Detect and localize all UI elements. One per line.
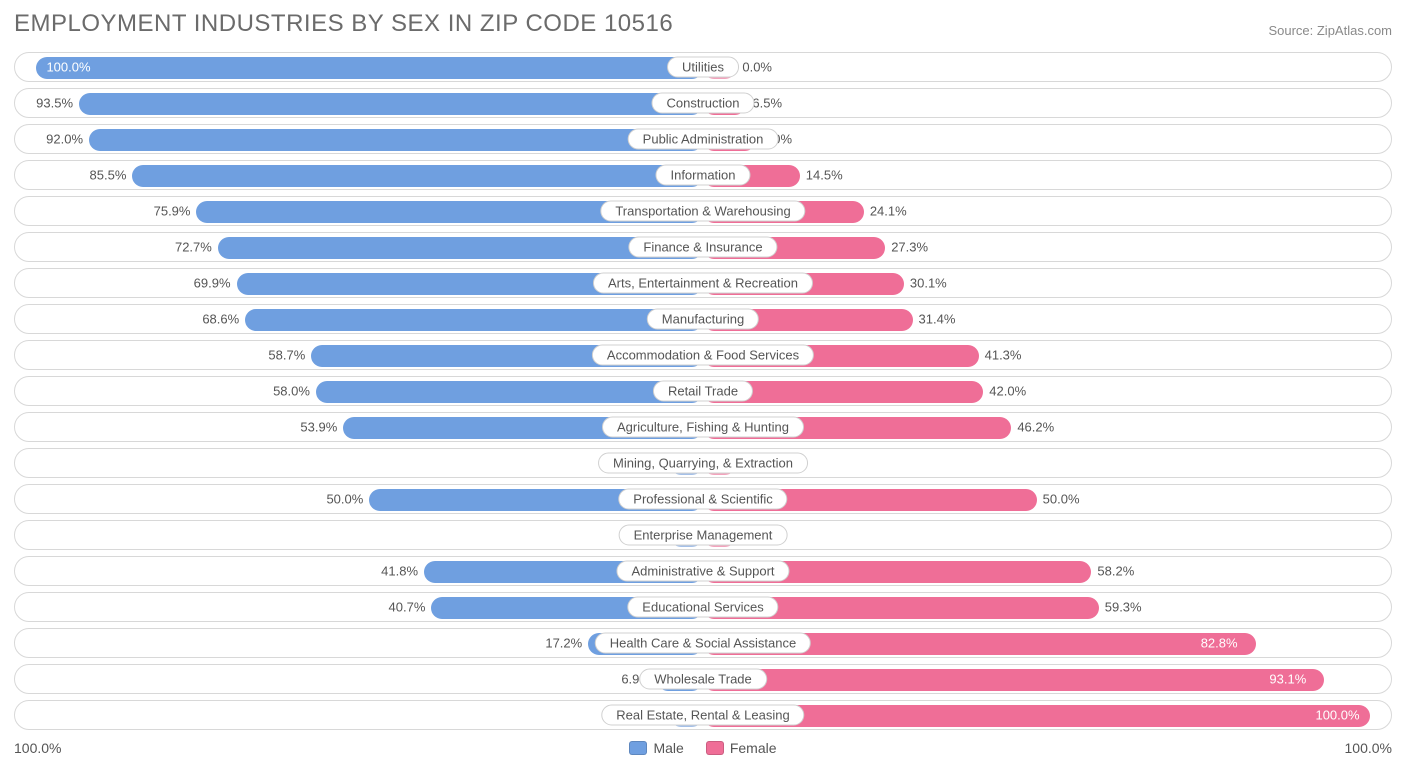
- chart-row: 92.0%8.0%Public Administration: [14, 124, 1392, 154]
- male-bar: [79, 93, 703, 115]
- chart-row: 72.7% 27.3% Finance & Insurance: [14, 232, 1392, 262]
- category-label: Information: [655, 165, 750, 186]
- female-pct: 41.3%: [985, 348, 1022, 363]
- category-label: Enterprise Management: [619, 525, 788, 546]
- male-pct: 41.8%: [381, 564, 418, 579]
- category-label: Administrative & Support: [616, 561, 789, 582]
- category-label: Health Care & Social Assistance: [595, 633, 811, 654]
- female-pct: 50.0%: [1043, 492, 1080, 507]
- female-pct: 100.0%: [1315, 708, 1359, 723]
- female-pct: 30.1%: [910, 276, 947, 291]
- category-label: Public Administration: [628, 129, 779, 150]
- female-pct: 82.8%: [1201, 636, 1238, 651]
- male-pct: 100.0%: [46, 60, 90, 75]
- category-label: Transportation & Warehousing: [600, 201, 805, 222]
- category-label: Manufacturing: [647, 309, 759, 330]
- chart-row: 58.0% 42.0% Retail Trade: [14, 376, 1392, 406]
- legend-male: Male: [629, 740, 683, 756]
- axis-right-label: 100.0%: [1345, 740, 1392, 756]
- chart-row: 0.0%100.0%Real Estate, Rental & Leasing: [14, 700, 1392, 730]
- male-bar: [132, 165, 703, 187]
- chart-row: 58.7% 41.3% Accommodation & Food Services: [14, 340, 1392, 370]
- category-label: Educational Services: [627, 597, 778, 618]
- female-bar: [703, 669, 1324, 691]
- chart-row: 0.0%0.0%Enterprise Management: [14, 520, 1392, 550]
- chart-row: 75.9% 24.1% Transportation & Warehousing: [14, 196, 1392, 226]
- chart-row: 93.5% 6.5%Construction: [14, 88, 1392, 118]
- chart-row: 0.0%0.0%Mining, Quarrying, & Extraction: [14, 448, 1392, 478]
- male-pct: 53.9%: [300, 420, 337, 435]
- female-pct: 6.5%: [752, 96, 782, 111]
- male-pct: 50.0%: [326, 492, 363, 507]
- male-pct: 75.9%: [154, 204, 191, 219]
- male-bar: [36, 57, 703, 79]
- female-pct: 42.0%: [989, 384, 1026, 399]
- male-pct: 58.7%: [268, 348, 305, 363]
- male-pct: 85.5%: [90, 168, 127, 183]
- female-pct: 59.3%: [1105, 600, 1142, 615]
- male-bar: [89, 129, 703, 151]
- category-label: Arts, Entertainment & Recreation: [593, 273, 813, 294]
- female-pct: 31.4%: [919, 312, 956, 327]
- chart-title: EMPLOYMENT INDUSTRIES BY SEX IN ZIP CODE…: [14, 10, 673, 38]
- female-swatch-icon: [706, 741, 724, 755]
- male-pct: 72.7%: [175, 240, 212, 255]
- female-pct: 27.3%: [891, 240, 928, 255]
- female-pct: 46.2%: [1017, 420, 1054, 435]
- female-pct: 24.1%: [870, 204, 907, 219]
- male-bar: [316, 381, 703, 403]
- chart-row: 40.7% 59.3% Educational Services: [14, 592, 1392, 622]
- category-label: Utilities: [667, 57, 739, 78]
- male-pct: 93.5%: [36, 96, 73, 111]
- male-swatch-icon: [629, 741, 647, 755]
- chart-row: 6.9%93.1%Wholesale Trade: [14, 664, 1392, 694]
- legend: Male Female: [629, 740, 776, 756]
- female-pct: 58.2%: [1097, 564, 1134, 579]
- category-label: Mining, Quarrying, & Extraction: [598, 453, 808, 474]
- category-label: Wholesale Trade: [639, 669, 767, 690]
- source-attribution: Source: ZipAtlas.com: [1268, 23, 1392, 38]
- male-pct: 69.9%: [194, 276, 231, 291]
- legend-male-label: Male: [653, 740, 683, 756]
- category-label: Agriculture, Fishing & Hunting: [602, 417, 804, 438]
- chart-row: 68.6% 31.4% Manufacturing: [14, 304, 1392, 334]
- category-label: Professional & Scientific: [618, 489, 787, 510]
- chart-row: 69.9% 30.1% Arts, Entertainment & Recreati…: [14, 268, 1392, 298]
- male-pct: 92.0%: [46, 132, 83, 147]
- category-label: Accommodation & Food Services: [592, 345, 814, 366]
- female-pct: 14.5%: [806, 168, 843, 183]
- axis-left-label: 100.0%: [14, 740, 61, 756]
- male-pct: 58.0%: [273, 384, 310, 399]
- male-pct: 17.2%: [545, 636, 582, 651]
- male-pct: 40.7%: [389, 600, 426, 615]
- chart-row: 41.8% 58.2% Administrative & Support: [14, 556, 1392, 586]
- category-label: Retail Trade: [653, 381, 753, 402]
- chart-row: 100.0% 0.0%Utilities: [14, 52, 1392, 82]
- female-pct: 93.1%: [1269, 672, 1306, 687]
- category-label: Construction: [652, 93, 755, 114]
- female-pct: 0.0%: [742, 60, 772, 75]
- legend-female-label: Female: [730, 740, 777, 756]
- category-label: Real Estate, Rental & Leasing: [601, 705, 804, 726]
- category-label: Finance & Insurance: [628, 237, 777, 258]
- legend-female: Female: [706, 740, 777, 756]
- chart-row: 17.2% 82.8% Health Care & Social Assistanc…: [14, 628, 1392, 658]
- chart-row: 85.5% 14.5% Information: [14, 160, 1392, 190]
- chart-row: 50.0% 50.0% Professional & Scientific: [14, 484, 1392, 514]
- chart-row: 53.9% 46.2% Agriculture, Fishing & Hunting: [14, 412, 1392, 442]
- male-bar: [245, 309, 703, 331]
- male-pct: 68.6%: [202, 312, 239, 327]
- chart-rows: 100.0% 0.0%Utilities 93.5% 6.5%Construction…: [14, 52, 1392, 730]
